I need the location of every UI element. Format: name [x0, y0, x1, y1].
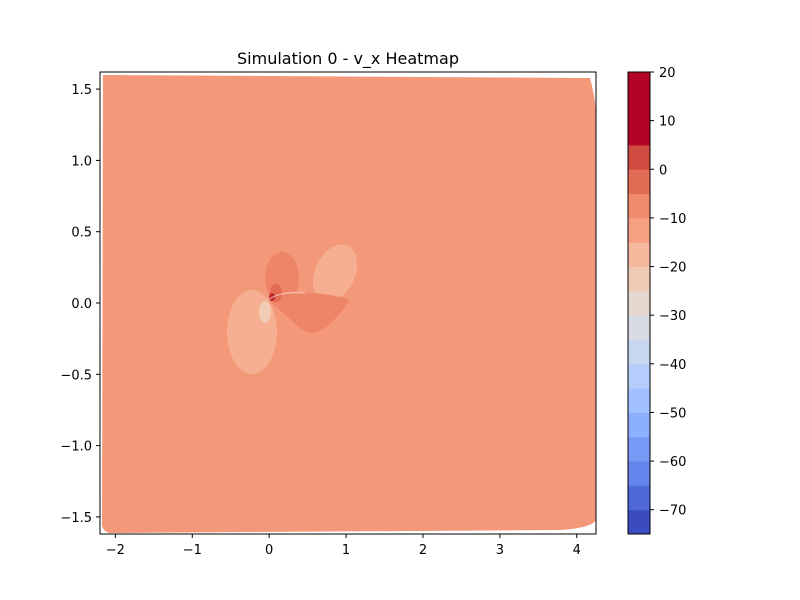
y-tick-label: 1.0 [71, 154, 92, 169]
x-tick-label: −1 [183, 543, 202, 558]
x-tick-label: 0 [265, 543, 273, 558]
colorbar-tick-label: 20 [659, 66, 676, 81]
colorbar-band [628, 96, 650, 122]
colorbar-band [628, 388, 650, 413]
colorbar: −70 −60 −50 −40 −30 −20 −10 0 10 20 [627, 66, 686, 535]
y-axis-ticks: −1.5 −1.0 −0.5 0.0 0.5 1.0 1.5 [60, 83, 100, 526]
colorbar-band [628, 290, 650, 316]
field-layer [102, 75, 596, 533]
x-tick-label: 2 [419, 543, 427, 558]
colorbar-band [628, 242, 650, 268]
x-tick-label: 4 [573, 543, 581, 558]
colorbar-band [628, 485, 650, 511]
colorbar-bands [628, 72, 650, 535]
colorbar-band [628, 339, 650, 365]
negative-lobe-left-inner [259, 301, 271, 323]
colorbar-ticks: −70 −60 −50 −40 −30 −20 −10 0 10 20 [650, 66, 686, 519]
colorbar-band [628, 193, 650, 219]
y-tick-label: −1.0 [60, 440, 92, 455]
colorbar-band [628, 72, 650, 97]
colorbar-band [628, 120, 650, 146]
y-tick-label: −0.5 [60, 368, 92, 383]
negative-lobe-right [312, 244, 358, 302]
colorbar-tick-label: 0 [659, 163, 667, 178]
plot-area: −2 −1 0 1 2 3 4 −1.5 −1.0 −0.5 0.0 0.5 1.0 1.5 [60, 71, 597, 558]
negative-lobe-left [227, 290, 277, 374]
colorbar-tick-label: −60 [659, 455, 686, 470]
y-tick-label: 0.0 [71, 297, 92, 312]
x-tick-label: 1 [342, 543, 350, 558]
colorbar-band [628, 217, 650, 243]
colorbar-band [628, 461, 650, 486]
colorbar-tick-label: −70 [659, 504, 686, 519]
colorbar-band [628, 266, 650, 292]
colorbar-tick-label: −20 [659, 261, 686, 276]
colorbar-band [628, 436, 650, 462]
x-tick-label: −2 [106, 543, 125, 558]
colorbar-tick-label: −30 [659, 309, 686, 324]
positive-lobe-lower [268, 291, 350, 333]
core-streak [267, 292, 306, 301]
x-tick-label: 3 [496, 543, 504, 558]
colorbar-tick-label: 10 [659, 115, 676, 130]
colorbar-tick-label: −10 [659, 212, 686, 227]
x-axis-ticks: −2 −1 0 1 2 3 4 [106, 534, 581, 558]
colorbar-band [628, 509, 650, 535]
colorbar-frame [627, 71, 651, 535]
colorbar-band [628, 315, 650, 340]
y-tick-label: 1.5 [71, 83, 92, 98]
chart-title: Simulation 0 - v_x Heatmap [237, 49, 459, 69]
colorbar-band [628, 144, 650, 170]
colorbar-tick-label: −50 [659, 406, 686, 421]
y-tick-label: −1.5 [60, 511, 92, 526]
colorbar-tick-label: −40 [659, 358, 686, 373]
colorbar-band [628, 412, 650, 438]
colorbar-band [628, 363, 650, 389]
field-domain [102, 75, 596, 533]
colorbar-band [628, 169, 650, 195]
y-tick-label: 0.5 [71, 226, 92, 241]
